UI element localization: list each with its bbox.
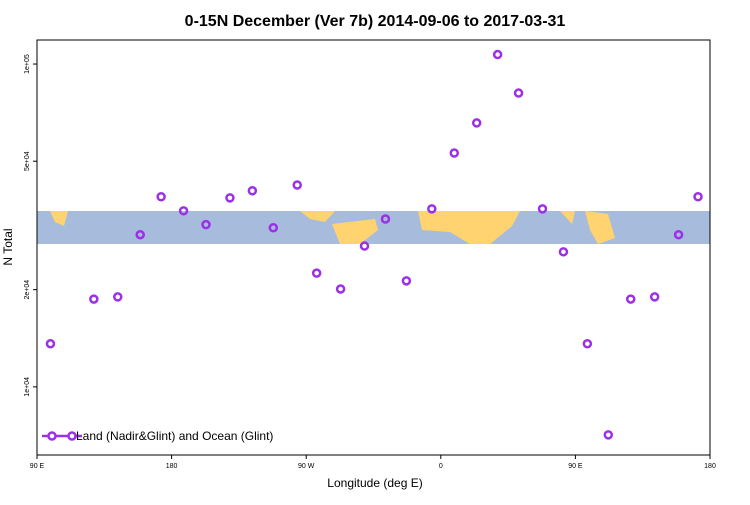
legend-marker (47, 431, 57, 441)
point (311, 268, 322, 278)
point (156, 192, 166, 202)
legend-label: Land (Nadir&Glint) and Ocean (Glint) (76, 429, 273, 443)
chart-title: 0-15N December (Ver 7b) 2014-09-06 to 20… (185, 13, 566, 30)
point (649, 292, 660, 302)
point (492, 49, 503, 60)
point (582, 338, 593, 349)
land (332, 219, 378, 244)
y-tick-label: 1e+05 (24, 54, 31, 74)
land (300, 211, 335, 222)
x-axis-label: Longitude (deg E) (327, 476, 422, 490)
point (449, 148, 460, 158)
point (135, 229, 145, 240)
y-tick-label: 5e+04 (24, 151, 31, 171)
point (693, 192, 703, 202)
legend-marker (67, 431, 77, 441)
land (560, 211, 575, 224)
point (178, 206, 189, 216)
point (45, 338, 56, 349)
land (585, 211, 615, 244)
x-tick-label: 0 (439, 463, 443, 470)
point (380, 214, 391, 224)
map-band (37, 211, 710, 244)
point (603, 430, 614, 440)
y-tick-label: 2e+04 (24, 280, 31, 300)
x-tick-label: 180 (166, 463, 178, 470)
point (427, 204, 437, 214)
x-tick-label: 180 (704, 463, 716, 470)
x-tick-label: 90 E (30, 463, 45, 470)
y-axis-label: N Total (1, 228, 15, 265)
point (292, 180, 302, 190)
point (247, 186, 258, 196)
point (471, 118, 482, 128)
point (113, 292, 123, 302)
point (625, 294, 636, 304)
y-tick-label: 1e+04 (24, 377, 31, 397)
x-tick-label: 90 W (298, 463, 315, 470)
point (359, 241, 370, 251)
x-tick-label: 90 E (568, 463, 583, 470)
point (673, 229, 684, 240)
point (89, 294, 99, 304)
point (537, 204, 548, 214)
point (335, 284, 346, 294)
plot-frame (36, 39, 711, 456)
point (513, 88, 524, 98)
point (201, 219, 211, 230)
land (50, 211, 68, 226)
point (401, 276, 412, 286)
point (225, 193, 235, 203)
point (268, 223, 279, 233)
point (558, 247, 569, 257)
land (418, 211, 520, 244)
